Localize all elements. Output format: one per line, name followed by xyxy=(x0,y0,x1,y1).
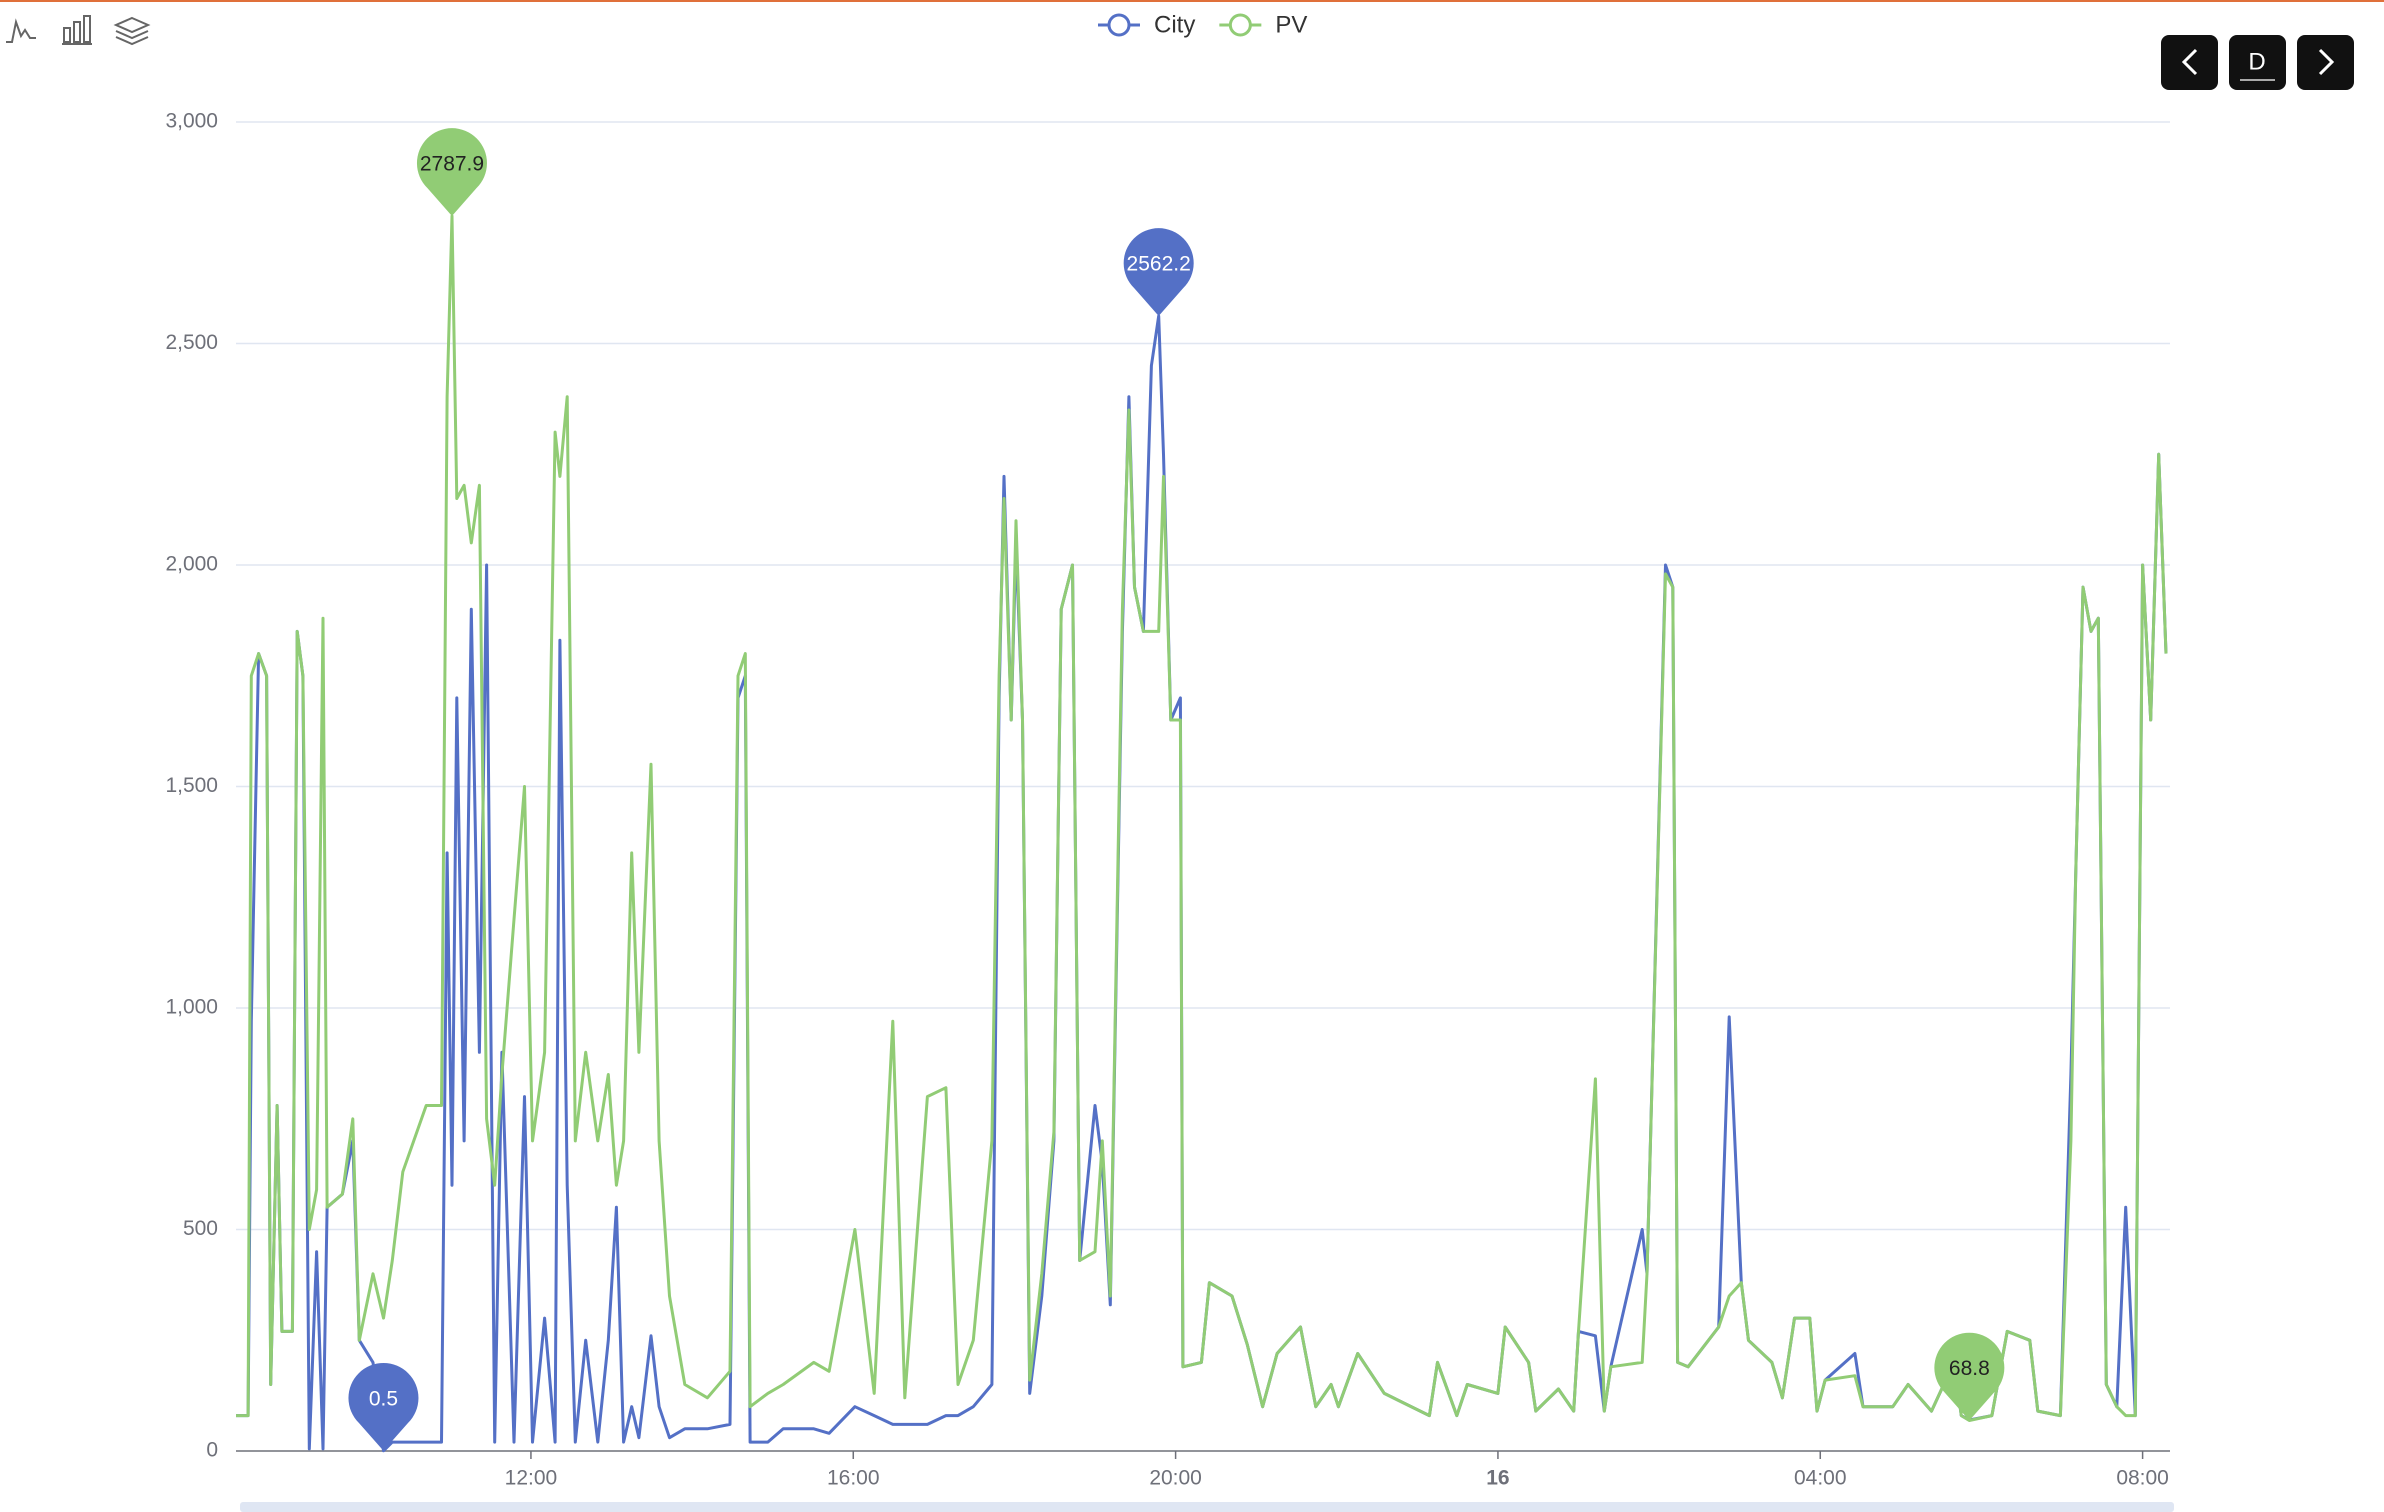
period-label: D xyxy=(2248,48,2265,75)
x-tick-label: 16 xyxy=(1486,1467,1509,1490)
mark-point: 0.5 xyxy=(348,1362,419,1451)
mark-point: 2787.9 xyxy=(416,128,487,216)
y-tick-label: 1,000 xyxy=(165,996,218,1019)
legend-item[interactable]: City xyxy=(1098,11,1195,38)
legend-label: PV xyxy=(1275,11,1307,38)
x-tick-label: 12:00 xyxy=(505,1467,558,1490)
legend-item[interactable]: PV xyxy=(1219,11,1307,38)
legend-label: City xyxy=(1154,11,1195,38)
x-tick-label: 20:00 xyxy=(1149,1467,1202,1490)
period-button[interactable] xyxy=(2229,35,2286,90)
y-tick-label: 3,000 xyxy=(165,110,218,133)
legend-marker xyxy=(1228,13,1252,37)
pin-label: 0.5 xyxy=(369,1387,398,1410)
y-tick-label: 2,000 xyxy=(165,553,218,576)
mark-point: 68.8 xyxy=(1934,1332,2005,1421)
nav-buttons: D xyxy=(2161,35,2354,90)
pin xyxy=(1934,1332,2005,1421)
legend-marker xyxy=(1107,13,1131,37)
x-tick-label: 16:00 xyxy=(827,1467,880,1490)
line-icon[interactable] xyxy=(6,18,36,43)
pin xyxy=(416,128,487,216)
stack-icon[interactable] xyxy=(113,16,151,46)
pin-label: 68.8 xyxy=(1949,1357,1990,1380)
y-tick-label: 500 xyxy=(183,1217,218,1240)
mark-point: 2562.2 xyxy=(1123,228,1194,316)
toolbar xyxy=(6,15,151,46)
series-line xyxy=(236,214,2168,1422)
next-icon xyxy=(2318,48,2335,76)
zoom-slider[interactable] xyxy=(240,1502,2174,1512)
prev-icon xyxy=(2181,48,2198,76)
y-tick-label: 1,500 xyxy=(165,774,218,797)
next-button[interactable] xyxy=(2297,35,2354,90)
pin-label: 2562.2 xyxy=(1127,252,1191,275)
x-tick-label: 04:00 xyxy=(1794,1467,1847,1490)
bar-icon[interactable] xyxy=(62,15,92,45)
prev-button[interactable] xyxy=(2161,35,2218,90)
y-tick-label: 2,500 xyxy=(165,331,218,354)
top-border xyxy=(0,0,2384,2)
x-tick-label: 08:00 xyxy=(2116,1467,2169,1490)
y-tick-label: 0 xyxy=(206,1439,218,1462)
pin xyxy=(348,1362,419,1451)
pin xyxy=(1123,228,1194,316)
pin-label: 2787.9 xyxy=(420,153,484,176)
